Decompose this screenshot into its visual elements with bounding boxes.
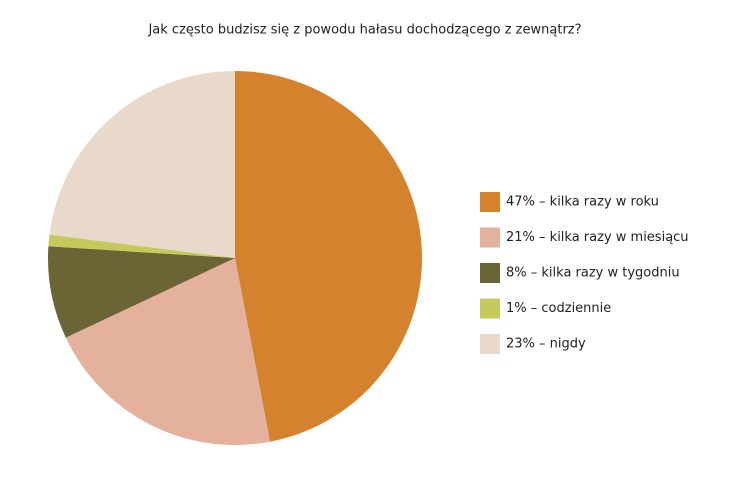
pie-slice <box>65 258 271 446</box>
legend-label: 21% – kilka razy w miesiącu <box>506 230 689 245</box>
pie-slice <box>235 71 422 442</box>
legend-label: 1% – codziennie <box>506 301 611 316</box>
legend-label: 8% – kilka razy w tygodniu <box>506 266 680 281</box>
legend-swatch <box>480 227 500 248</box>
chart-title: Jak często budzisz się z powodu hałasu d… <box>147 23 581 38</box>
legend-label: 23% – nigdy <box>506 337 586 352</box>
pie-slice <box>48 246 236 338</box>
legend-swatch <box>480 298 500 319</box>
legend-swatch <box>480 192 500 212</box>
pie-slice <box>49 71 236 258</box>
pie-slice <box>48 234 235 258</box>
legend-swatch <box>480 263 500 283</box>
legend-swatch <box>480 334 500 354</box>
legend-label: 47% – kilka razy w roku <box>506 195 659 210</box>
